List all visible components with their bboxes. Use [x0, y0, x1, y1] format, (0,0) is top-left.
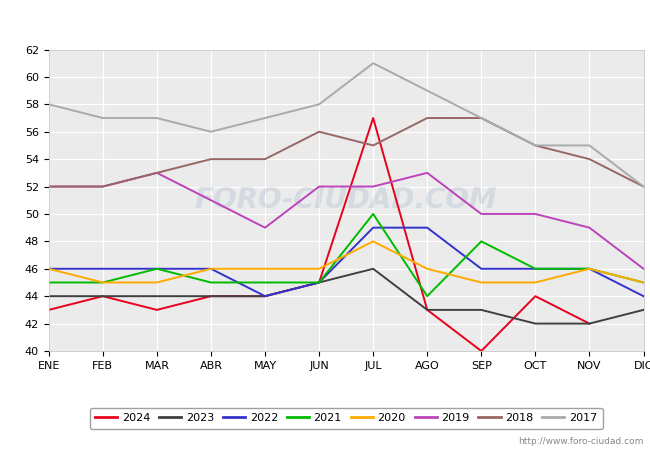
Text: Afiliados en Deza a 30/11/2024: Afiliados en Deza a 30/11/2024	[184, 11, 466, 29]
Legend: 2024, 2023, 2022, 2021, 2020, 2019, 2018, 2017: 2024, 2023, 2022, 2021, 2020, 2019, 2018…	[90, 408, 603, 429]
Text: FORO-CIUDAD.COM: FORO-CIUDAD.COM	[195, 186, 497, 214]
Text: http://www.foro-ciudad.com: http://www.foro-ciudad.com	[518, 436, 644, 446]
